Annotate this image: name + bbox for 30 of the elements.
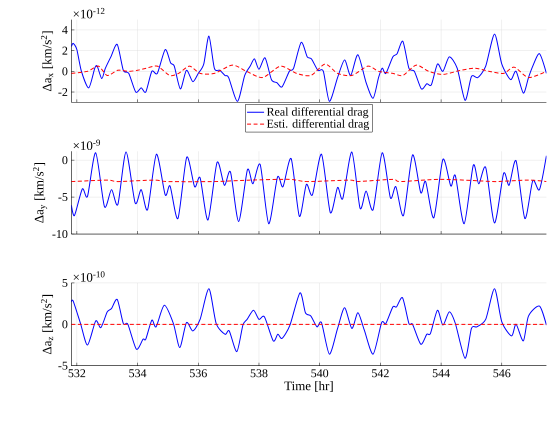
x-tick-label: 532 xyxy=(68,369,86,378)
y-tick-label: -5 xyxy=(58,362,68,370)
text: ×10$^{-12}$ xyxy=(74,8,104,18)
legend-label: Esti. differential drag xyxy=(266,119,370,130)
y-axis-title: Δa$_{y}$ [km/s$^{2}$] xyxy=(33,163,48,223)
y-tick-label: 2 xyxy=(62,46,68,55)
y-tick-label: 0 xyxy=(62,67,68,76)
x-axis-title: Time [hr] xyxy=(284,381,333,392)
x-tick-label: 538 xyxy=(250,369,268,378)
legend-label: Real differential drag xyxy=(266,107,368,118)
x-tick-label: 544 xyxy=(432,369,450,378)
line-series xyxy=(71,64,546,78)
y-tick-label: 5 xyxy=(62,278,68,287)
y-tick-label: -5 xyxy=(58,193,68,202)
y-tick-label: 0 xyxy=(62,156,68,164)
line-series xyxy=(71,288,546,359)
x-tick-label: 540 xyxy=(311,369,328,378)
y-axis-title: Δa$_{z}$ [km/s$^{2}$] xyxy=(40,294,54,354)
text: ×10$^{-9}$ xyxy=(74,140,100,150)
y-tick-label: 4 xyxy=(62,26,68,34)
x-tick-label: 542 xyxy=(372,369,389,378)
y-axis-title: Δa$_{x}$ [km/s$^{2}$] xyxy=(40,31,54,92)
y-tick-label: 0 xyxy=(62,320,68,328)
x-tick-label: 546 xyxy=(494,369,510,378)
y-tick-label: -10 xyxy=(52,230,68,238)
x-tick-label: 536 xyxy=(190,369,207,378)
text: ×10$^{-10}$ xyxy=(74,271,105,282)
x-tick-label: 534 xyxy=(129,369,146,378)
line-series xyxy=(71,152,546,224)
y-tick-label: -2 xyxy=(58,88,68,96)
